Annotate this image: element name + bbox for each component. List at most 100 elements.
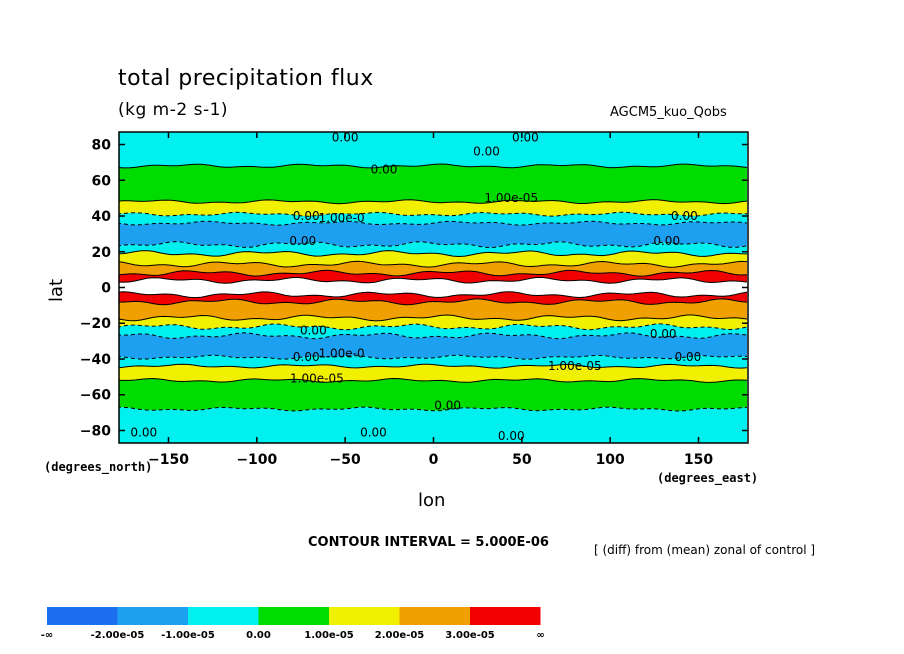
x-tick-label: −50 <box>330 452 361 468</box>
contour-lines <box>119 163 748 412</box>
contour-line <box>119 199 748 205</box>
colorbar-swatch <box>399 607 470 625</box>
band-yellow <box>119 364 747 383</box>
contour-line <box>119 323 748 331</box>
y-tick-label: 0 <box>101 281 111 297</box>
band-green <box>119 378 747 411</box>
colorbar-swatch <box>329 607 400 625</box>
contour-label: 0.00 <box>653 234 680 248</box>
contour-line <box>119 220 748 226</box>
chart-units: (kg m-2 s-1) <box>118 100 229 120</box>
contour-fill-bands <box>119 132 747 443</box>
chart-title: total precipitation flux <box>118 66 374 91</box>
y-tick-label: 80 <box>92 138 112 154</box>
colorbar-label: 3.00e-05 <box>445 630 495 641</box>
colorbar-label: ∞ <box>536 630 544 641</box>
contour-label: 1.00e-05 <box>484 191 538 205</box>
contour-line <box>119 377 748 383</box>
y-tick-label: 40 <box>92 209 112 225</box>
run-name: AGCM5_kuo_Qobs <box>610 105 727 120</box>
y-axis-label: lat <box>46 278 67 302</box>
contour-label: 0.00 <box>434 398 461 412</box>
contour-label: 0.00 <box>675 350 702 364</box>
colorbar-swatch <box>117 607 188 625</box>
contour-line <box>119 163 748 169</box>
y-tick-label: −80 <box>80 423 111 439</box>
diff-note: [ (diff) from (mean) zonal of control ] <box>594 543 816 557</box>
contour-label: 0.00 <box>130 425 157 439</box>
contour-label: 1.00e-05 <box>290 372 344 386</box>
contour-line <box>119 314 748 322</box>
contour-line <box>119 291 748 299</box>
x-tick-label: −100 <box>236 452 277 468</box>
colorbar-swatch <box>258 607 329 625</box>
band-green <box>119 164 747 204</box>
x-axis-ticks: −150 −100 −50 0 50 100 150 <box>148 132 713 468</box>
colorbar-swatch <box>188 607 259 625</box>
band-blue <box>119 332 747 360</box>
contour-labels: 0.00 0.000.000.001.00e-050.001.00e-0 0.000… <box>130 130 701 442</box>
band-blue <box>119 221 747 248</box>
contour-line <box>119 332 748 340</box>
contour-label: 0.00 <box>671 209 698 223</box>
y-tick-label: −40 <box>80 352 111 368</box>
colorbar-label: -1.00e-05 <box>161 630 215 641</box>
contour-line <box>119 211 748 217</box>
x-tick-label: 150 <box>684 452 713 468</box>
y-tick-label: 60 <box>92 173 112 189</box>
colorbar-label: -∞ <box>41 630 53 641</box>
y-unit-label: (degrees_north) <box>44 460 153 474</box>
colorbar-swatch <box>470 607 541 625</box>
contour-label: 0.00 <box>650 327 677 341</box>
contour-line <box>119 260 748 268</box>
y-tick-label: 20 <box>92 245 112 261</box>
x-axis-label: lon <box>418 490 446 511</box>
band-cyan <box>119 132 747 168</box>
colorbar-label: 1.00e-05 <box>304 630 354 641</box>
colorbar: -∞ -2.00e-05 -1.00e-05 0.00 1.00e-05 2.00e-05… <box>41 607 545 641</box>
contour-label: 0.00 <box>512 130 539 144</box>
contour-label: 0.00 <box>371 163 398 177</box>
y-tick-label: −20 <box>80 316 111 332</box>
contour-label: 1.00e-05 <box>548 359 602 373</box>
contour-line <box>119 269 748 277</box>
colorbar-label: -2.00e-05 <box>91 630 145 641</box>
contour-label: 1.00e-0 <box>319 211 365 225</box>
x-tick-label: −150 <box>148 452 189 468</box>
contour-line <box>119 354 748 360</box>
band-orange <box>119 298 747 321</box>
band-yellow <box>119 199 747 217</box>
y-axis-ticks: 80 60 40 20 0 −20 −40 −60 −80 <box>80 138 748 439</box>
contour-label: 1.00e-0 <box>319 347 365 361</box>
contour-label: 0.00 <box>498 429 525 443</box>
contour-line <box>119 276 748 284</box>
band-cyan <box>119 212 747 226</box>
contour-label: 0.00 <box>293 350 320 364</box>
band-yellow <box>119 315 747 330</box>
band-cyan <box>119 241 747 257</box>
contour-interval-label: CONTOUR INTERVAL = 5.000E-06 <box>308 535 549 550</box>
contour-label: 0.00 <box>473 145 500 159</box>
contour-label: 0.00 <box>289 234 316 248</box>
band-cyan <box>119 407 747 443</box>
contour-line <box>119 298 748 306</box>
contour-line <box>119 250 748 258</box>
contour-line <box>119 406 748 412</box>
colorbar-label: 2.00e-05 <box>375 630 425 641</box>
colorbar-label: 0.00 <box>246 630 271 641</box>
contour-line <box>119 241 748 249</box>
x-unit-label: (degrees_east) <box>657 471 759 485</box>
contour-line <box>119 363 748 369</box>
band-white <box>119 277 747 298</box>
contour-label: 0.00 <box>300 323 327 337</box>
x-tick-label: 100 <box>596 452 625 468</box>
band-yellow <box>119 250 747 268</box>
x-tick-label: 50 <box>512 452 532 468</box>
contour-label: 0.00 <box>293 209 320 223</box>
contour-label: 0.00 <box>360 425 387 439</box>
x-tick-label: 0 <box>429 452 439 468</box>
colorbar-swatch <box>47 607 118 625</box>
band-red <box>119 291 747 305</box>
y-tick-label: −60 <box>80 388 111 404</box>
